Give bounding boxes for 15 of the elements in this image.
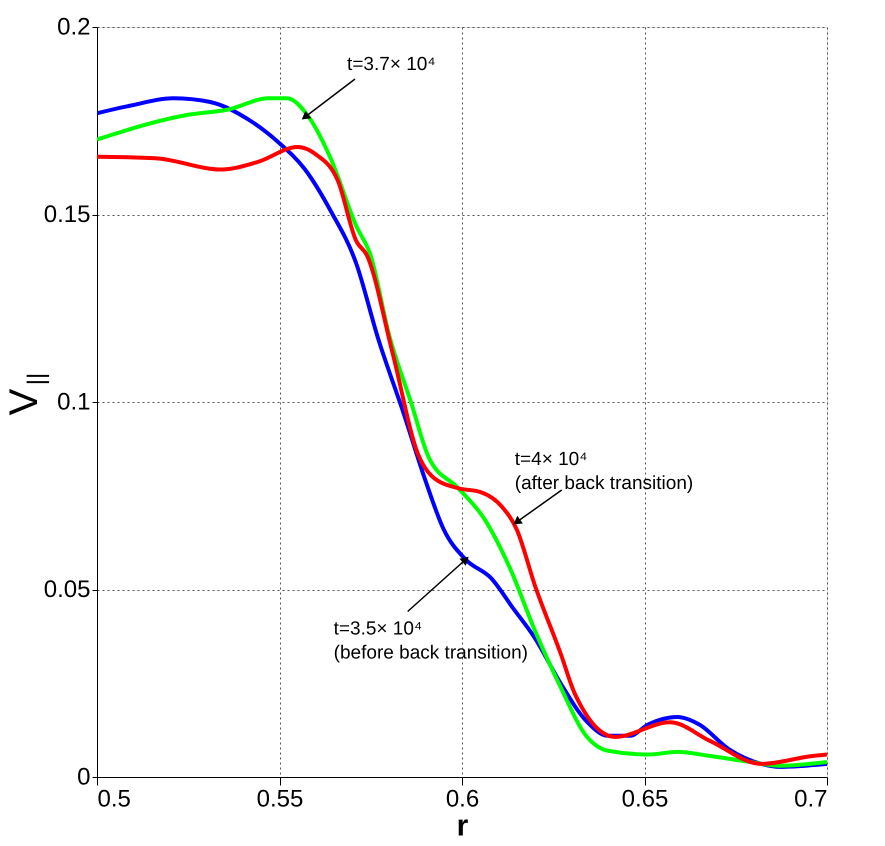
y-tick-label: 0.05 bbox=[44, 576, 90, 603]
y-axis-title: V|| bbox=[2, 372, 50, 416]
x-axis-title: r bbox=[456, 810, 469, 842]
x-tick-label: 0.5 bbox=[98, 786, 131, 812]
y-tick-label: 0.2 bbox=[57, 14, 90, 40]
annotation: t=4× 10⁴ (after back transition) bbox=[514, 449, 694, 494]
y-tick-label: 0.15 bbox=[44, 201, 90, 228]
annotation: t=3.5× 10⁴ (before back transition) bbox=[334, 618, 528, 664]
x-tick-label: 0.6 bbox=[446, 786, 480, 812]
x-tick-label: 0.55 bbox=[256, 786, 304, 812]
y-tick-label: 0.1 bbox=[57, 388, 90, 416]
y-tick-label: 0 bbox=[77, 764, 90, 790]
x-tick-label: 0.65 bbox=[622, 786, 668, 812]
x-tick-label: 0.7 bbox=[794, 786, 828, 812]
annotation: t=3.7× 10⁴ bbox=[347, 54, 436, 75]
